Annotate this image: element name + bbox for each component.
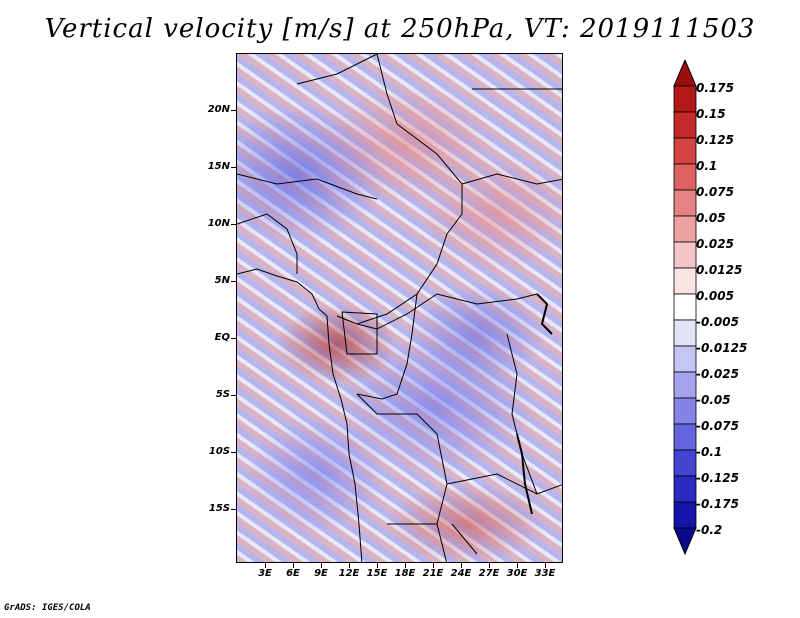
y-tick-label: 20N [207, 104, 230, 115]
colorbar-swatch [673, 319, 697, 347]
y-tick-label: 15S [208, 503, 230, 514]
colorbar-label: -0.025 [696, 367, 739, 381]
x-tick-label: 9E [314, 568, 328, 579]
x-tick-label: 24E [450, 568, 472, 579]
colorbar-swatch [673, 189, 697, 217]
chart-title: Vertical velocity [m/s] at 250hPa, VT: 2… [44, 14, 756, 44]
colorbar-label: 0.025 [696, 237, 734, 251]
x-tick-label: 33E [534, 568, 556, 579]
colorbar-label: -0.175 [696, 497, 739, 511]
colorbar-swatch [673, 293, 697, 321]
x-tick-label: 27E [478, 568, 500, 579]
colorbar-swatch [673, 215, 697, 243]
y-tick-label: EQ [214, 332, 230, 343]
country-borders [237, 54, 562, 562]
y-tickmark [231, 395, 236, 396]
x-tick-label: 6E [286, 568, 300, 579]
colorbar-label: 0.05 [696, 211, 726, 225]
colorbar-label: 0.125 [696, 133, 734, 147]
colorbar-label: -0.075 [696, 419, 739, 433]
y-tickmark [231, 452, 236, 453]
x-tick-label: 30E [506, 568, 528, 579]
y-tick-label: 10S [208, 446, 230, 457]
x-tickmark [349, 563, 350, 568]
x-tick-label: 15E [366, 568, 388, 579]
colorbar-swatch [673, 423, 697, 451]
colorbar-swatch [673, 163, 697, 191]
x-tick-label: 18E [394, 568, 416, 579]
colorbar-top-triangle [673, 60, 697, 87]
colorbar-label: -0.05 [696, 393, 731, 407]
y-tick-label: 15N [207, 161, 230, 172]
colorbar-label: -0.125 [696, 471, 739, 485]
x-tickmark [433, 563, 434, 568]
x-tickmark [265, 563, 266, 568]
x-tick-label: 3E [258, 568, 272, 579]
y-tick-label: 5N [214, 275, 230, 286]
colorbar-label: 0.075 [696, 185, 734, 199]
colorbar-label: -0.2 [696, 523, 723, 537]
x-tickmark [545, 563, 546, 568]
colorbar-label: 0.175 [696, 81, 734, 95]
y-tickmark [231, 224, 236, 225]
y-tickmark [231, 509, 236, 510]
colorbar-label: 0.15 [696, 107, 726, 121]
colorbar-swatch [673, 345, 697, 373]
x-tickmark [293, 563, 294, 568]
x-tickmark [489, 563, 490, 568]
colorbar-swatch [673, 371, 697, 399]
y-tick-label: 10N [207, 218, 230, 229]
colorbar-swatch [673, 85, 697, 113]
colorbar-label: -0.005 [696, 315, 739, 329]
colorbar-label: 0.0125 [696, 263, 743, 277]
x-tickmark [377, 563, 378, 568]
colorbar-swatch [673, 475, 697, 503]
colorbar-label: 0.005 [696, 289, 734, 303]
footer-credit: GrADS: IGES/COLA [4, 603, 91, 613]
x-tickmark [517, 563, 518, 568]
colorbar-swatch [673, 267, 697, 295]
colorbar-swatch [673, 111, 697, 139]
x-tickmark [321, 563, 322, 568]
colorbar-label: -0.1 [696, 445, 723, 459]
colorbar-label: -0.0125 [696, 341, 748, 355]
y-tickmark [231, 281, 236, 282]
y-tickmark [231, 338, 236, 339]
x-tick-label: 21E [422, 568, 444, 579]
colorbar-swatch [673, 449, 697, 477]
colorbar-swatch [673, 397, 697, 425]
x-tickmark [461, 563, 462, 568]
colorbar-swatch [673, 501, 697, 529]
colorbar-bottom-triangle [673, 527, 697, 556]
y-tick-label: 5S [215, 389, 230, 400]
map-panel [236, 53, 563, 563]
x-tickmark [405, 563, 406, 568]
y-tickmark [231, 167, 236, 168]
colorbar [673, 60, 697, 556]
colorbar-swatch [673, 137, 697, 165]
y-tickmark [231, 110, 236, 111]
colorbar-label: 0.1 [696, 159, 718, 173]
x-tick-label: 12E [338, 568, 360, 579]
colorbar-swatch [673, 241, 697, 269]
